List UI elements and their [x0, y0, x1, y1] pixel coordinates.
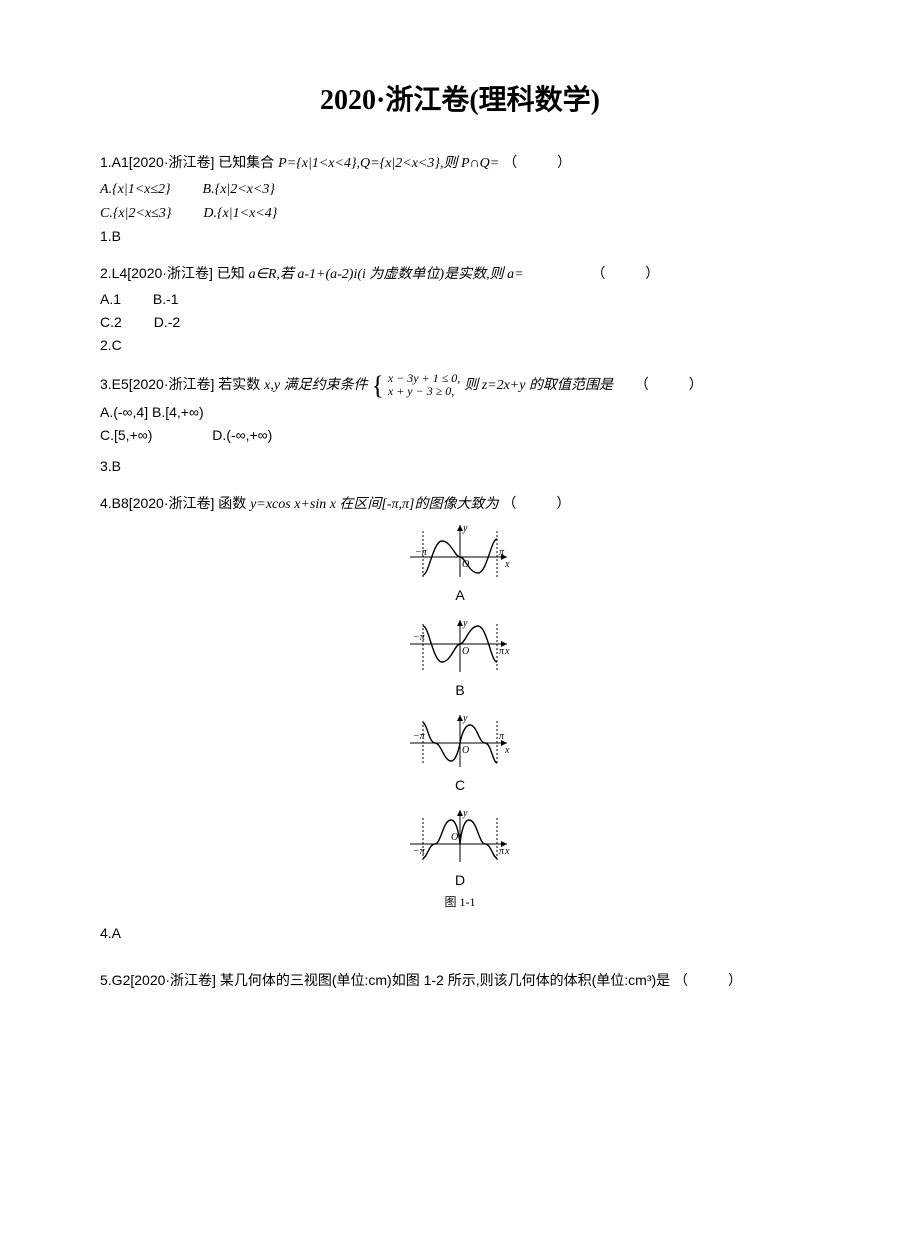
- q4-answer: 4.A: [100, 923, 820, 944]
- q4-label-d: D: [100, 870, 820, 891]
- q1-opt-b: B.{x|2<x<3}: [203, 179, 275, 200]
- svg-text:y: y: [462, 523, 468, 534]
- q3-mid1: x,y 满足约束条件: [264, 378, 367, 393]
- q3-options-row2: C.[5,+∞) D.(-∞,+∞): [100, 425, 820, 446]
- q1-math: P={x|1<x<4},Q={x|2<x<3},则 P∩Q=: [278, 156, 499, 171]
- brace-icon: {: [372, 379, 384, 392]
- svg-text:x: x: [504, 559, 510, 570]
- q2-opt-c: C.2: [100, 312, 122, 333]
- q4-graph-b: −π π O y x: [100, 614, 820, 676]
- q3-opt-b: B.[4,+∞): [152, 402, 204, 423]
- q5-blank: （ ）: [674, 970, 746, 991]
- q2-opt-d: D.-2: [154, 312, 180, 333]
- svg-text:x: x: [504, 646, 510, 657]
- svg-text:y: y: [462, 808, 468, 819]
- q3-answer: 3.B: [100, 456, 820, 477]
- q3-opt-d: D.(-∞,+∞): [212, 425, 272, 446]
- q4-math: y=xcos x+sin x 在区间[-π,π]的图像大致为: [250, 497, 498, 512]
- q2-answer: 2.C: [100, 335, 820, 356]
- q4-graph-d: −π π O y x: [100, 804, 820, 866]
- q1-options-row2: C.{x|2<x≤3} D.{x|1<x<4}: [100, 202, 820, 224]
- q3-prefix: 3.E5[2020·浙江卷] 若实数: [100, 376, 264, 392]
- q4-label-c: C: [100, 775, 820, 796]
- q3-mid2: 则 z=2x+y 的取值范围是: [464, 378, 613, 393]
- q3-opt-c: C.[5,+∞): [100, 425, 152, 446]
- svg-text:O: O: [462, 559, 469, 570]
- q1-stem: 1.A1[2020·浙江卷] 已知集合 P={x|1<x<4},Q={x|2<x…: [100, 152, 820, 174]
- q1-options-row1: A.{x|1<x≤2} B.{x|2<x<3}: [100, 178, 820, 200]
- q2-blank: （ ）: [591, 263, 663, 284]
- q3-cond1: x − 3y + 1 ≤ 0,: [388, 371, 460, 385]
- q1-answer: 1.B: [100, 226, 820, 247]
- svg-text:π: π: [499, 731, 505, 742]
- svg-text:O: O: [462, 745, 469, 756]
- q4-stem: 4.B8[2020·浙江卷] 函数 y=xcos x+sin x 在区间[-π,…: [100, 493, 820, 515]
- q4-graph-c: −π π O y x: [100, 709, 820, 771]
- q1-opt-a: A.{x|1<x≤2}: [100, 179, 171, 200]
- q3-cond2: x + y − 3 ≥ 0,: [388, 384, 454, 398]
- q4-caption: 图 1-1: [100, 893, 820, 911]
- q4-label-a: A: [100, 585, 820, 606]
- svg-text:x: x: [504, 846, 510, 857]
- q2-opt-b: B.-1: [153, 289, 179, 310]
- q2-stem: 2.L4[2020·浙江卷] 已知 a∈R,若 a-1+(a-2)i(i 为虚数…: [100, 263, 820, 285]
- q2-options-row2: C.2 D.-2: [100, 312, 820, 333]
- svg-text:y: y: [462, 618, 468, 629]
- svg-text:−π: −π: [413, 632, 426, 643]
- q4-prefix: 4.B8[2020·浙江卷] 函数: [100, 495, 250, 511]
- svg-text:−π: −π: [415, 547, 428, 558]
- q3-opt-a: A.(-∞,4]: [100, 402, 148, 423]
- svg-text:O: O: [451, 832, 458, 843]
- q4-blank: （ ）: [502, 493, 574, 514]
- q1-opt-c: C.{x|2<x≤3}: [100, 203, 171, 224]
- q3-options-row1: A.(-∞,4] B.[4,+∞): [100, 402, 820, 423]
- svg-text:x: x: [504, 745, 510, 756]
- svg-text:−π: −π: [413, 731, 426, 742]
- svg-text:y: y: [462, 713, 468, 724]
- q5-stem: 5.G2[2020·浙江卷] 某几何体的三视图(单位:cm)如图 1-2 所示,…: [100, 970, 820, 991]
- q1-prefix: 1.A1[2020·浙江卷] 已知集合: [100, 154, 278, 170]
- q2-options-row1: A.1 B.-1: [100, 289, 820, 310]
- q1-blank: （ ）: [503, 152, 575, 173]
- q3-stem: 3.E5[2020·浙江卷] 若实数 x,y 满足约束条件 { x − 3y +…: [100, 372, 820, 398]
- svg-text:O: O: [462, 646, 469, 657]
- page-title: 2020·浙江卷(理科数学): [100, 80, 820, 122]
- q5-prefix: 5.G2[2020·浙江卷] 某几何体的三视图(单位:cm)如图 1-2 所示,…: [100, 972, 670, 988]
- q1-opt-d: D.{x|1<x<4}: [203, 203, 277, 224]
- q2-math: a∈R,若 a-1+(a-2)i(i 为虚数单位)是实数,则 a=: [249, 267, 524, 282]
- q2-prefix: 2.L4[2020·浙江卷] 已知: [100, 265, 249, 281]
- q4-graph-a: −π π O y x: [100, 519, 820, 581]
- q4-label-b: B: [100, 680, 820, 701]
- q2-opt-a: A.1: [100, 289, 121, 310]
- q3-blank: （ ）: [635, 374, 707, 395]
- svg-text:−π: −π: [413, 846, 426, 857]
- q3-condition: { x − 3y + 1 ≤ 0, x + y − 3 ≥ 0,: [372, 372, 461, 398]
